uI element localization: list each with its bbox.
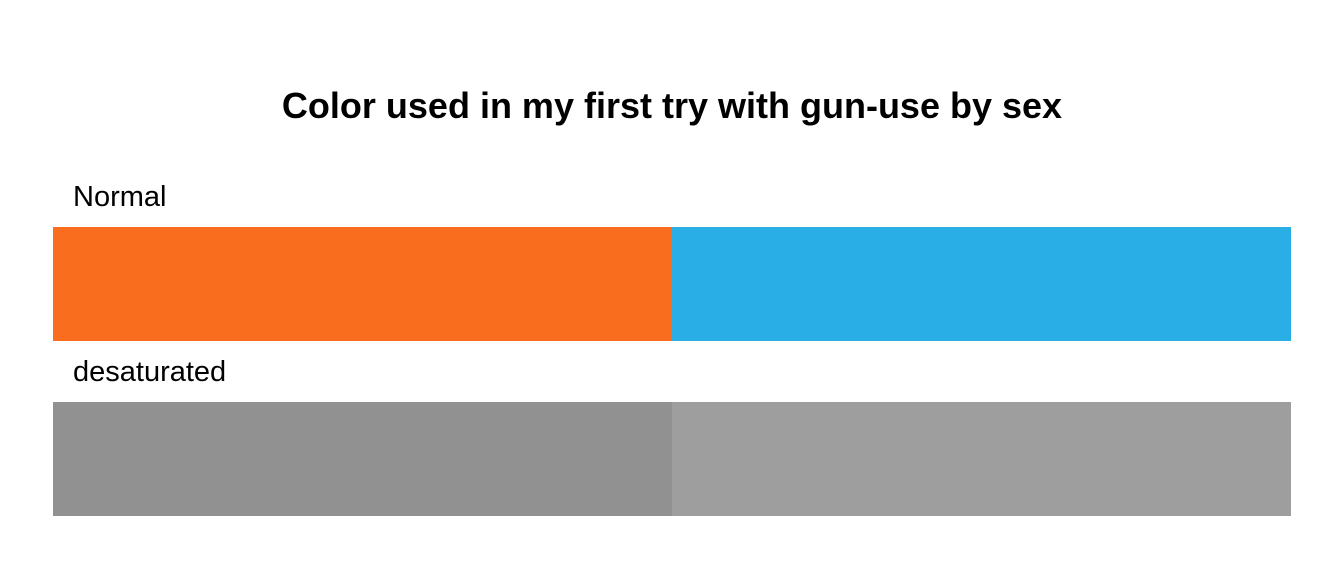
swatch-normal-2 xyxy=(672,227,1291,341)
swatch-normal-1 xyxy=(53,227,672,341)
row-label-normal: Normal xyxy=(73,180,166,214)
swatch-row-desaturated xyxy=(53,402,1291,516)
swatch-desaturated-1 xyxy=(53,402,672,516)
row-label-desaturated: desaturated xyxy=(73,355,226,389)
swatch-desaturated-2 xyxy=(672,402,1291,516)
chart-title: Color used in my first try with gun-use … xyxy=(0,84,1344,128)
swatch-row-normal xyxy=(53,227,1291,341)
